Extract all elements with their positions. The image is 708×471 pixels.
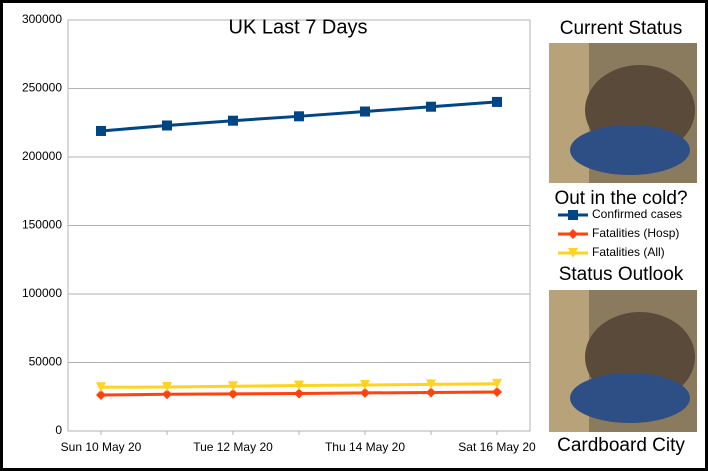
marker xyxy=(228,381,238,392)
marker xyxy=(294,388,304,399)
photo xyxy=(549,290,697,432)
marker xyxy=(568,248,578,258)
marker xyxy=(162,120,172,131)
y-tick-label: 150000 xyxy=(22,218,62,232)
x-tick-label: Sat 16 May 20 xyxy=(458,440,536,454)
marker xyxy=(426,379,436,390)
marker xyxy=(360,379,370,390)
annotation: Current Status xyxy=(560,18,683,39)
y-tick-label: 50000 xyxy=(29,355,63,369)
y-tick-label: 100000 xyxy=(22,286,62,300)
marker xyxy=(228,115,238,126)
marker xyxy=(492,386,502,397)
x-tick-label: Thu 14 May 20 xyxy=(325,440,405,454)
y-tick-label: 200000 xyxy=(22,149,62,163)
marker xyxy=(568,229,578,239)
marker xyxy=(426,387,436,398)
marker xyxy=(492,96,502,107)
legend-label: Fatalities (Hosp) xyxy=(592,226,679,240)
marker xyxy=(360,387,370,398)
marker xyxy=(294,380,304,391)
marker xyxy=(96,389,106,400)
marker xyxy=(228,388,238,399)
marker xyxy=(568,210,578,220)
marker xyxy=(492,378,502,389)
y-tick-label: 0 xyxy=(55,423,62,437)
marker xyxy=(426,101,436,112)
annotation: Status Outlook xyxy=(559,264,684,285)
x-tick-label: Tue 12 May 20 xyxy=(193,440,273,454)
marker xyxy=(96,382,106,393)
marker xyxy=(96,125,106,136)
photo xyxy=(549,43,697,183)
y-tick-label: 250000 xyxy=(22,81,62,95)
chart-title: UK Last 7 Days xyxy=(229,16,368,38)
annotation: Out in the cold? xyxy=(554,188,687,209)
legend-label: Confirmed cases xyxy=(592,207,682,221)
marker xyxy=(294,111,304,122)
y-tick-label: 300000 xyxy=(22,12,62,26)
annotation: Cardboard City xyxy=(557,435,685,456)
marker xyxy=(360,106,370,117)
x-tick-label: Sun 10 May 20 xyxy=(61,440,142,454)
marker xyxy=(162,382,172,393)
marker xyxy=(162,389,172,400)
legend-label: Fatalities (All) xyxy=(592,245,665,259)
